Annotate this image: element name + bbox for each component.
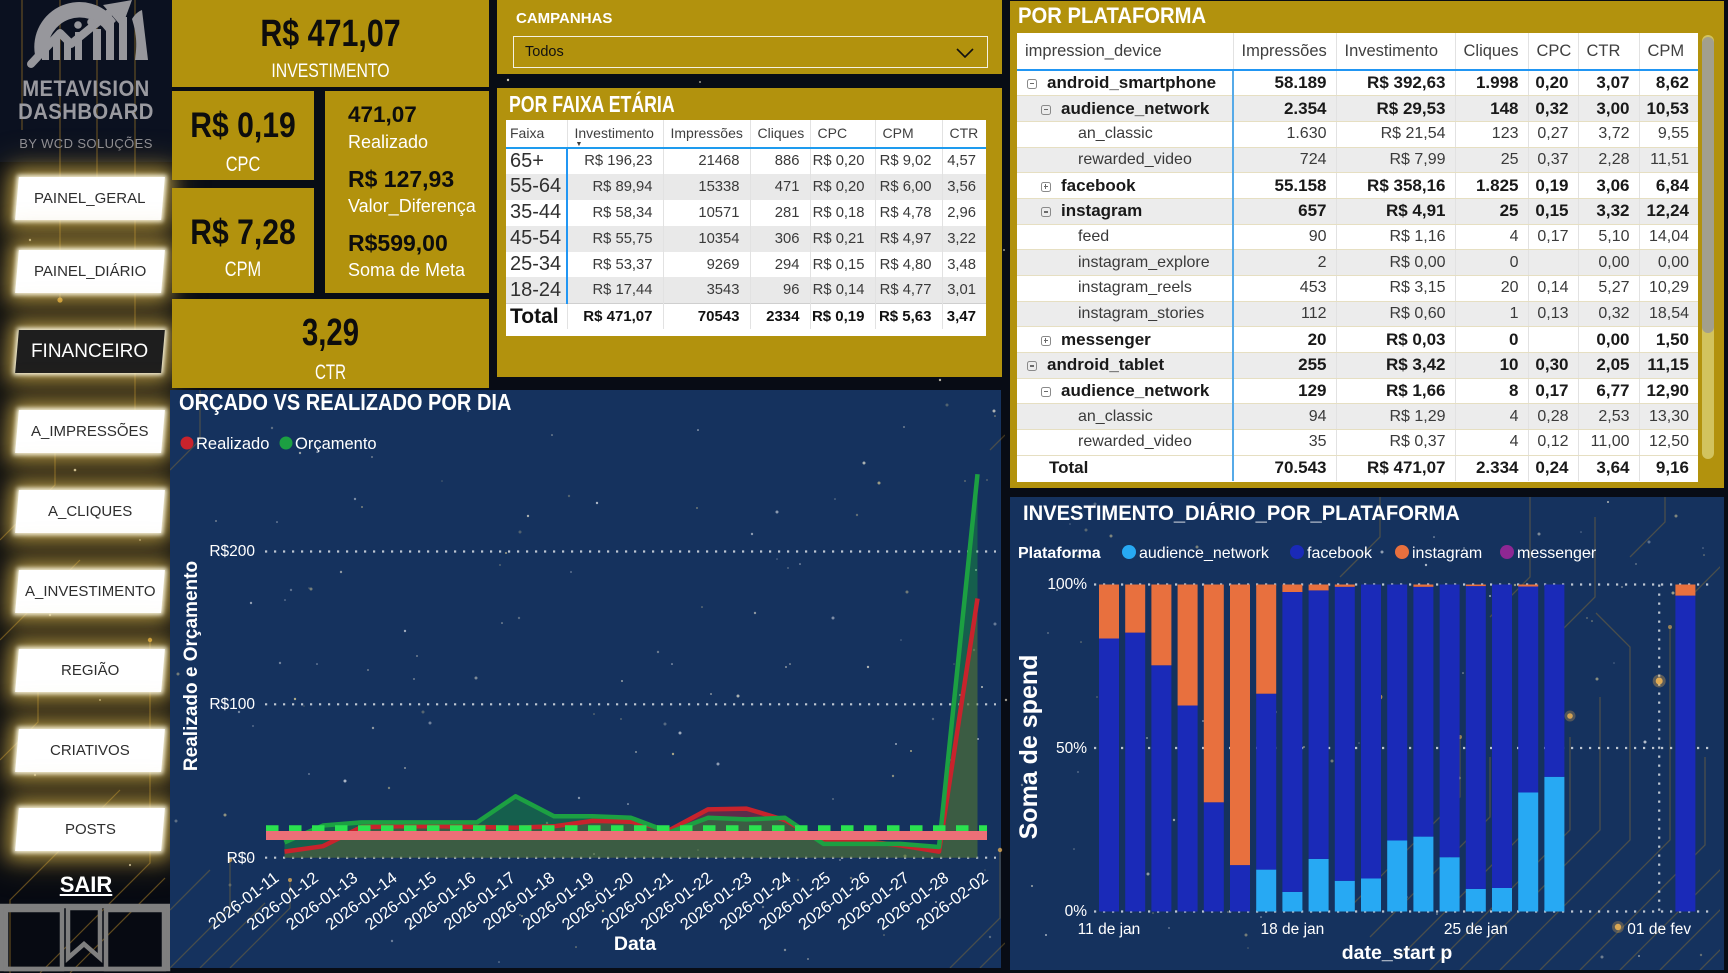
svg-text:100%: 100%	[1047, 576, 1087, 593]
svg-text:11 de jan: 11 de jan	[1078, 921, 1141, 938]
svg-text:01 de fev: 01 de fev	[1627, 921, 1691, 938]
svg-text:Plataforma: Plataforma	[1018, 545, 1101, 562]
svg-text:Orçamento: Orçamento	[295, 435, 377, 453]
svg-text:messenger: messenger	[1517, 545, 1597, 562]
svg-text:R$100: R$100	[209, 696, 255, 713]
svg-text:18 de jan: 18 de jan	[1261, 921, 1325, 938]
svg-text:50%: 50%	[1056, 740, 1087, 757]
svg-text:date_start p: date_start p	[1342, 942, 1453, 964]
svg-text:instagram: instagram	[1412, 545, 1482, 562]
svg-text:audience_network: audience_network	[1139, 545, 1270, 562]
svg-text:Realizado e Orçamento: Realizado e Orçamento	[181, 561, 202, 771]
svg-text:25 de jan: 25 de jan	[1444, 921, 1508, 938]
svg-text:R$0: R$0	[227, 850, 256, 867]
svg-text:facebook: facebook	[1307, 545, 1373, 562]
svg-text:Soma de spend: Soma de spend	[1015, 655, 1043, 840]
svg-text:Data: Data	[614, 933, 656, 955]
svg-text:0%: 0%	[1065, 903, 1088, 920]
svg-text:Realizado: Realizado	[196, 435, 269, 453]
svg-text:R$200: R$200	[209, 543, 255, 560]
